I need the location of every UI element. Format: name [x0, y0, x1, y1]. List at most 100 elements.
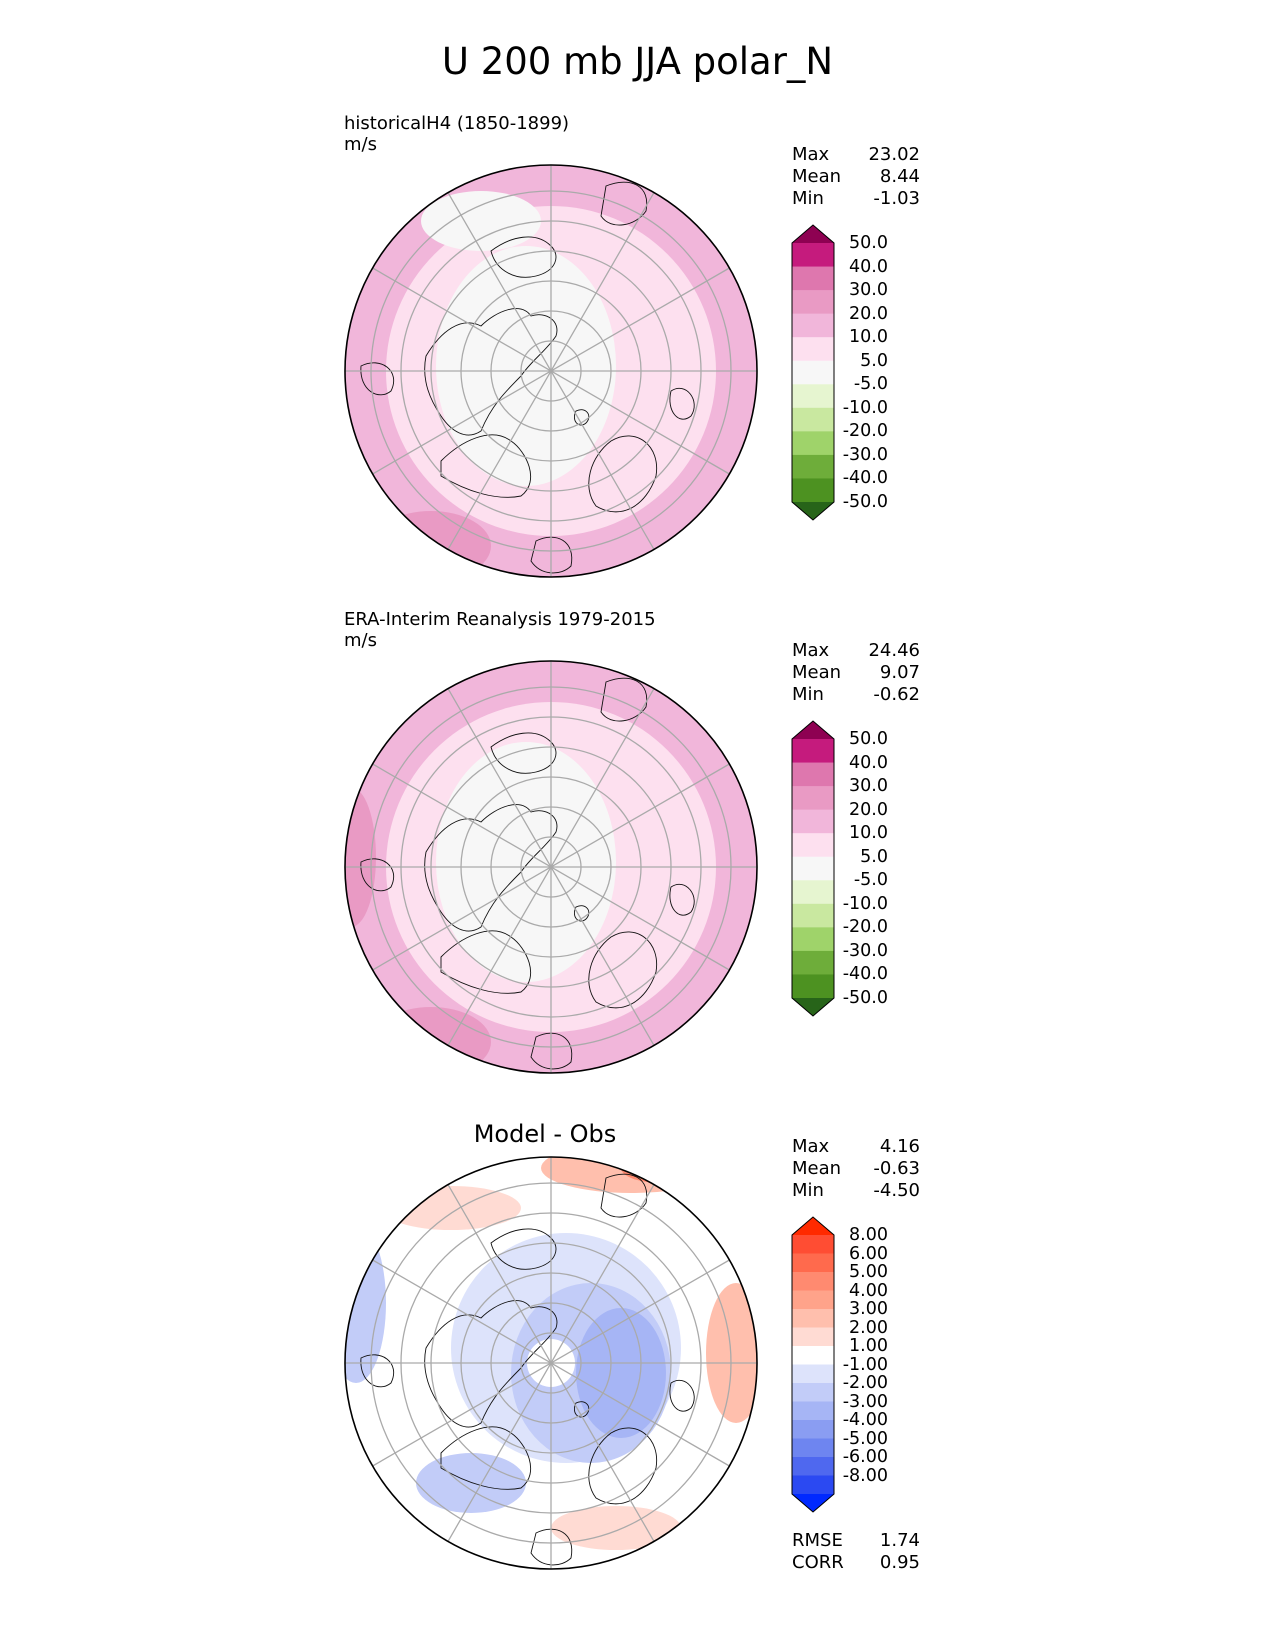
map-fill-group: [345, 165, 757, 577]
colorbar-segment: [792, 1346, 834, 1365]
panel-2-min: Min -0.62: [792, 684, 920, 706]
panel-1-min: Min -1.03: [792, 188, 920, 210]
colorbar-outline: [791, 224, 835, 521]
coastline: [424, 308, 558, 436]
colorbar-segment: [792, 243, 834, 268]
stat-value: 8.44: [879, 166, 920, 187]
colorbar-segment: [792, 1420, 834, 1439]
field-band: [421, 661, 641, 692]
stat-value: -4.50: [873, 1180, 920, 1201]
colorbar-segment: [792, 431, 834, 456]
map-boundary: [344, 660, 758, 1074]
panel-2-max: Max 24.46: [792, 640, 920, 662]
colorbar: [791, 224, 835, 521]
colorbar-tick-label: -1.00: [842, 1354, 888, 1375]
panel-3-max: Max 4.16: [792, 1136, 920, 1158]
coastline: [360, 858, 395, 892]
diff-positive-region: [541, 1157, 721, 1193]
colorbar-tick-label: 1.00: [849, 1336, 888, 1356]
colorbar-tick-label: 2.00: [849, 1317, 888, 1338]
colorbar-segment: [792, 384, 834, 409]
longitude-gridline: [372, 763, 730, 971]
panel-2-mean: Mean 9.07: [792, 662, 920, 684]
panel-1-max: Max 23.02: [792, 144, 920, 166]
panel-1-mean: Mean 8.44: [792, 166, 920, 188]
stat-value: -0.62: [873, 684, 920, 705]
colorbar-segment: [792, 266, 834, 291]
stat-value: 23.02: [868, 144, 920, 165]
colorbar-segment: [792, 337, 834, 362]
map-boundary: [344, 164, 758, 578]
colorbar-tick-label: -40.0: [842, 964, 888, 985]
colorbar-extend-min: [792, 502, 834, 520]
colorbar-tick-label: -5.0: [853, 374, 888, 395]
stat-value: 4.16: [879, 1136, 920, 1157]
colorbar-tick-label: -4.00: [842, 1410, 888, 1430]
colorbar-tick-label: 50.0: [849, 233, 888, 253]
colorbar-tick-label: -5.00: [842, 1428, 888, 1449]
coastline: [490, 236, 557, 278]
panel-3-title: Model - Obs: [473, 1120, 617, 1148]
stat-label: Max: [792, 640, 830, 661]
stat-label: Mean: [792, 1158, 842, 1179]
colorbar-tick-label: 8.00: [849, 1225, 888, 1245]
field-jet-maximum: [371, 511, 491, 577]
coastline: [574, 409, 590, 426]
stat-value: 9.07: [879, 662, 920, 683]
colorbar-outline: [791, 720, 835, 1017]
metric-value: 1.74: [879, 1530, 920, 1551]
diff-negative-region: [576, 1308, 666, 1438]
diff-positive-region: [381, 1186, 521, 1230]
coastline: [530, 1032, 573, 1070]
diff-negative-region: [416, 1453, 526, 1513]
stat-label: Min: [792, 1180, 824, 1201]
metric-label: CORR: [792, 1552, 844, 1573]
stat-label: Min: [792, 188, 824, 209]
colorbar-outline: [791, 1216, 835, 1513]
colorbar-tick-label: -20.0: [842, 421, 888, 442]
colorbar-tick-label: 10.0: [849, 327, 888, 348]
colorbar-segment: [792, 1364, 834, 1384]
colorbar-tick-label: 5.0: [860, 350, 888, 371]
colorbar-tick-label: 20.0: [849, 303, 888, 324]
colorbar-segment: [792, 786, 834, 811]
coastline: [574, 905, 590, 922]
coastline: [440, 1426, 532, 1490]
colorbar-tick-label: -10.0: [842, 893, 888, 914]
colorbar-segment: [792, 1253, 834, 1273]
colorbar: [791, 1216, 835, 1513]
colorbar-segment: [792, 856, 834, 881]
coastline: [490, 732, 557, 774]
panel-2-subtitle: ERA-Interim Reanalysis 1979-2015: [344, 609, 656, 630]
colorbar-tick-label: 3.00: [849, 1299, 888, 1319]
colorbar-segment: [792, 833, 834, 858]
map-fill-group: [345, 661, 757, 1073]
colorbar-segment: [792, 313, 834, 338]
colorbar-tick-label: 6.00: [849, 1243, 888, 1264]
stat-label: Mean: [792, 662, 842, 683]
colorbar-segment: [792, 1327, 834, 1347]
coastline: [424, 804, 558, 932]
panel-2-units: m/s: [344, 630, 377, 651]
coastline: [490, 1228, 557, 1270]
colorbar-tick-label: -8.00: [842, 1465, 888, 1486]
colorbar-tick-label: -10.0: [842, 397, 888, 418]
panel-1-subtitle: historicalH4 (1850-1899): [344, 113, 570, 134]
colorbar: [791, 720, 835, 1017]
coastline: [600, 181, 648, 226]
longitude-gridline: [372, 267, 730, 475]
colorbar-segment: [792, 1457, 834, 1476]
colorbar-segment: [792, 407, 834, 432]
field-inner-core: [436, 742, 616, 982]
coastline: [574, 1401, 590, 1418]
longitude-gridline: [372, 1259, 730, 1467]
stat-value: 24.46: [868, 640, 920, 661]
colorbar-segment: [792, 290, 834, 315]
colorbar-tick-label: 30.0: [849, 776, 888, 797]
colorbar-tick-label: 20.0: [849, 799, 888, 820]
coastline: [588, 435, 658, 513]
map-panel-3: [344, 1156, 835, 1570]
colorbar-tick-label: 50.0: [849, 729, 888, 749]
colorbar-segment: [792, 739, 834, 764]
